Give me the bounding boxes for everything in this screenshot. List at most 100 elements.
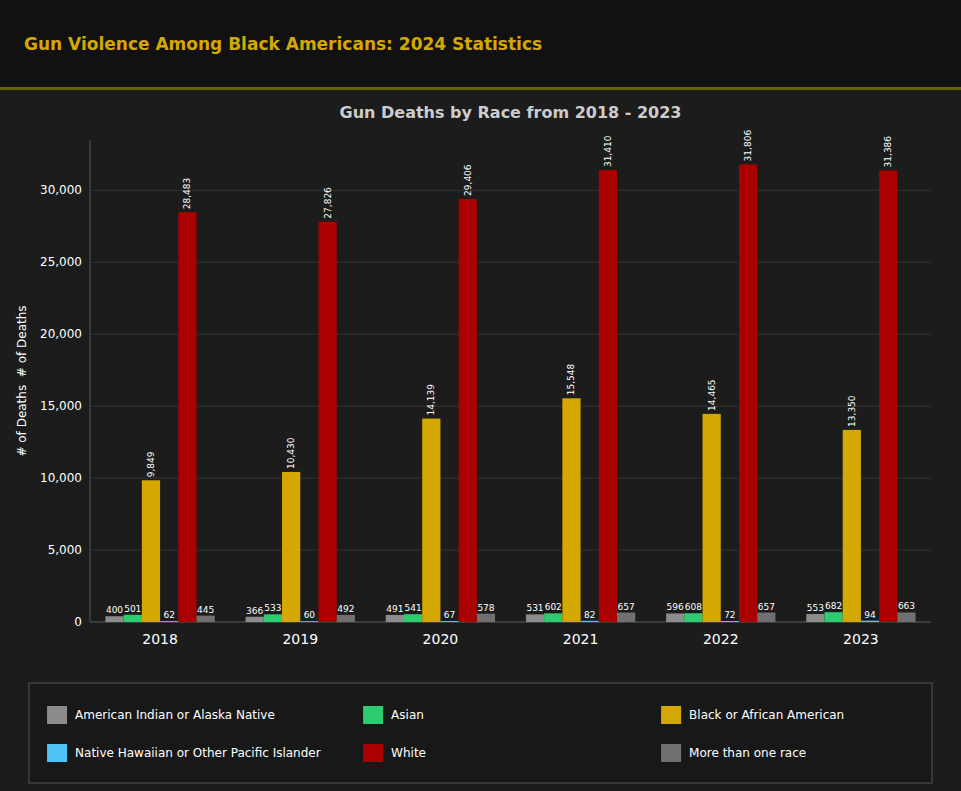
legend-swatch [661,744,681,762]
bar [526,614,544,622]
data-labels: 4003664915315965535015335416026086829,84… [106,130,915,621]
bar [562,398,580,622]
bar [666,613,684,622]
legend-entry: Native Hawaiian or Other Pacific Islande… [75,746,321,760]
data-label: 602 [545,602,562,612]
data-label: 366 [246,606,263,616]
bar [318,222,336,622]
bar [739,164,757,622]
bar [581,621,599,622]
bar [824,612,842,622]
legend-entry: More than one race [689,746,806,760]
bars [105,164,915,622]
bar [282,472,300,622]
bar [246,617,264,622]
bar [178,212,196,622]
data-label: 578 [477,603,494,613]
x-tick-label: 2023 [843,631,879,647]
legend-swatch [47,706,67,724]
data-label: 9,849 [146,451,156,477]
y-tick-label: 10,000 [40,471,82,485]
data-label: 501 [124,604,141,614]
bar [404,614,422,622]
bar [684,613,702,622]
data-label: 608 [685,602,702,612]
y-tick-label: 25,000 [40,255,82,269]
x-tick-label: 2021 [563,631,599,647]
data-label: 531 [526,603,543,613]
legend-entry: Black or African American [689,708,844,722]
chart: Gun Violence Among Black Americans: 2024… [0,0,961,791]
bar [861,621,879,622]
grid-line [90,262,931,263]
x-axis-line [90,622,931,623]
bar [721,621,739,622]
data-label: 29,406 [463,164,473,196]
bar [337,615,355,622]
data-label: 94 [864,610,876,620]
grid-line [90,550,931,551]
data-label: 31,410 [603,135,613,167]
legend-entry: Asian [391,708,424,722]
bar [897,612,915,622]
legend-entry: American Indian or Alaska Native [75,708,275,722]
bar [459,199,477,622]
data-label: 27,826 [323,187,333,219]
bar [264,614,282,622]
data-label: 15,548 [566,364,576,396]
y-tick-label: 0 [74,615,82,629]
data-label: 541 [404,603,421,613]
y-axis-label: # of Deaths # of Deaths [15,305,29,456]
data-label: 31,386 [883,136,893,168]
grid-line [90,406,931,407]
background [0,0,961,791]
bar [599,170,617,622]
bar [879,170,897,622]
bar [124,615,142,622]
bar [440,621,458,622]
bar [422,419,440,622]
bar [105,616,123,622]
bar [386,615,404,622]
data-label: 82 [584,610,595,620]
grid-line [90,334,931,335]
data-label: 491 [386,604,403,614]
data-label: 445 [197,605,214,615]
data-label: 682 [825,601,842,611]
bar [300,621,318,622]
y-axis: 05,00010,00015,00020,00025,00030,000 [40,183,931,629]
grid-line [90,622,931,623]
bar [544,613,562,622]
data-label: 553 [807,603,824,613]
y-axis-line [90,140,91,622]
bar [703,414,721,622]
y-tick-label: 30,000 [40,183,82,197]
title: Gun Deaths by Race from 2018 - 2023 [340,103,682,122]
bar [142,480,160,622]
legend-swatch [661,706,681,724]
y-tick-label: 5,000 [48,543,82,557]
data-label: 400 [106,605,123,615]
bar [617,613,635,622]
data-label: 72 [724,610,735,620]
x-tick-label: 2022 [703,631,739,647]
legend: American Indian or Alaska Native Asian Bla… [29,683,932,783]
data-label: 62 [163,610,174,620]
data-label: 13,350 [847,395,857,427]
header-title: Gun Violence Among Black Americans: 2024… [24,34,542,54]
grid-line [90,478,931,479]
data-label: 10,430 [286,437,296,469]
grid-line [90,190,931,191]
legend-box [29,683,932,783]
y-tick-label: 15,000 [40,399,82,413]
bar [160,621,178,622]
data-label: 31,806 [743,130,753,162]
x-tick-label: 2020 [423,631,459,647]
data-label: 28,483 [182,178,192,210]
bar [806,614,824,622]
data-label: 67 [444,610,455,620]
data-label: 14,465 [707,379,717,411]
data-label: 657 [618,602,635,612]
legend-entry: White [391,746,426,760]
data-label: 14,139 [426,384,436,416]
